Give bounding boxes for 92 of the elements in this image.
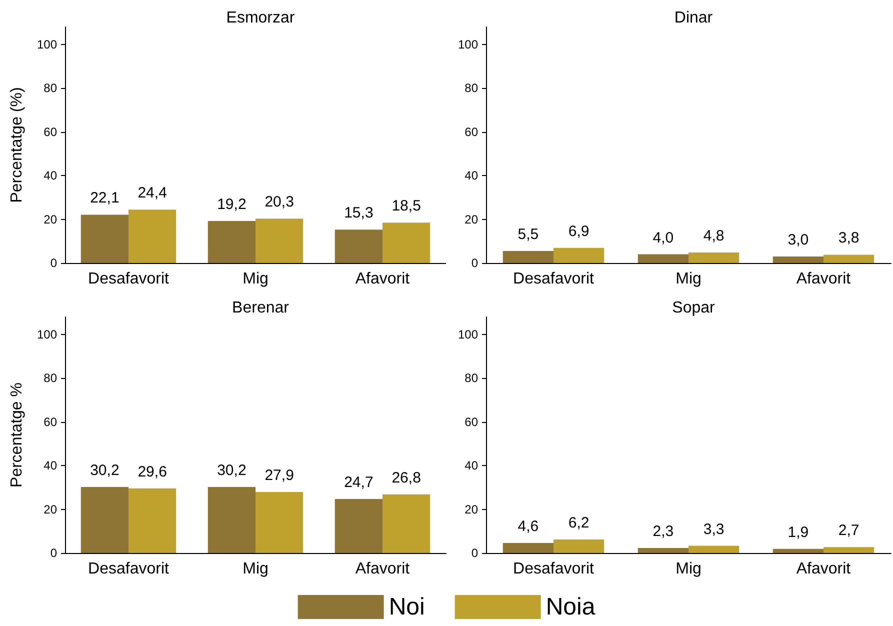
y-tick-label: 0: [471, 256, 478, 270]
x-tick-label: Desafavorit: [513, 270, 595, 288]
bar: [80, 487, 128, 553]
y-tick-label: 40: [44, 458, 58, 473]
x-tick-label: Afavorit: [355, 270, 410, 288]
x-tick-label: Mig: [242, 560, 268, 578]
y-axis-title: Percentatge (%): [8, 87, 26, 203]
x-tick-label: Afavorit: [796, 270, 852, 288]
bar: [638, 254, 688, 263]
chart-title: Sopar: [672, 300, 716, 316]
data-label: 2,7: [838, 522, 860, 540]
bar: [128, 210, 176, 263]
data-label: 26,8: [392, 469, 421, 486]
chart-title: Dinar: [674, 10, 714, 26]
data-label: 3,8: [838, 230, 860, 247]
data-label: 19,2: [217, 196, 246, 214]
bar: [208, 221, 256, 263]
y-tick-label: 80: [464, 371, 478, 386]
data-label: 15,3: [344, 204, 374, 222]
y-tick-label: 60: [44, 414, 58, 429]
chart-title: Berenar: [232, 300, 290, 316]
bar: [208, 487, 256, 553]
bar: [382, 222, 430, 263]
chart-title: Esmorzar: [226, 10, 296, 26]
y-tick-label: 0: [471, 546, 478, 560]
bar: [688, 546, 740, 553]
data-label: 30,2: [217, 462, 246, 480]
x-tick-label: Desafavorit: [88, 270, 170, 288]
y-tick-label: 40: [464, 168, 478, 183]
data-label: 1,9: [788, 524, 809, 541]
x-tick-label: Mig: [676, 270, 702, 288]
bar: [824, 254, 874, 263]
data-label: 27,9: [264, 467, 294, 484]
bar: [688, 252, 740, 263]
data-label: 3,3: [703, 520, 724, 538]
bar: [824, 547, 874, 553]
data-label: 29,6: [138, 463, 167, 480]
bar: [638, 548, 688, 553]
bar: [382, 494, 430, 553]
bar: [502, 542, 554, 553]
data-label: 5,5: [518, 226, 539, 243]
bar: [128, 488, 176, 553]
y-tick-label: 100: [36, 327, 58, 342]
y-tick-label: 60: [464, 124, 478, 139]
x-tick-label: Mig: [242, 270, 268, 288]
y-tick-label: 60: [464, 414, 478, 429]
y-tick-label: 0: [50, 546, 58, 560]
bar: [334, 230, 382, 263]
data-label: 18,5: [392, 198, 421, 215]
y-tick-label: 40: [464, 458, 478, 473]
bar: [772, 256, 824, 263]
y-tick-label: 80: [464, 81, 478, 96]
y-tick-label: 40: [44, 168, 58, 183]
y-tick-label: 20: [464, 212, 478, 226]
y-tick-label: 100: [458, 327, 478, 342]
data-label: 4,6: [518, 518, 539, 535]
y-tick-label: 20: [44, 212, 58, 226]
data-label: 4,0: [652, 229, 674, 246]
bar: [256, 492, 304, 553]
bar: [554, 539, 604, 553]
y-axis-title: Percentatge %: [8, 382, 26, 488]
bar: [772, 548, 824, 553]
y-tick-label: 60: [44, 124, 58, 139]
data-label: 22,1: [90, 190, 120, 207]
bar: [502, 250, 554, 263]
y-tick-label: 20: [464, 502, 478, 516]
data-label: 30,2: [90, 462, 120, 480]
legend-label: Noi: [388, 594, 425, 620]
x-tick-label: Afavorit: [796, 560, 852, 578]
legend-label: Noia: [546, 594, 596, 620]
data-label: 3,0: [788, 231, 809, 248]
data-label: 6,2: [568, 514, 590, 532]
data-label: 24,7: [344, 474, 374, 492]
y-tick-label: 100: [458, 37, 478, 52]
y-tick-label: 100: [36, 37, 58, 52]
y-tick-label: 20: [44, 502, 58, 516]
data-label: 2,3: [652, 522, 674, 540]
x-tick-label: Desafavorit: [513, 560, 595, 578]
x-tick-label: Afavorit: [355, 560, 410, 578]
bar: [334, 499, 382, 553]
y-tick-label: 80: [44, 371, 58, 386]
data-label: 4,8: [703, 228, 724, 245]
y-tick-label: 0: [50, 256, 58, 270]
data-label: 6,9: [568, 222, 590, 240]
data-label: 24,4: [138, 184, 167, 202]
data-label: 20,3: [264, 194, 294, 211]
y-tick-label: 80: [44, 81, 58, 96]
bar: [80, 214, 128, 263]
x-tick-label: Mig: [676, 560, 702, 578]
bar: [256, 218, 304, 263]
bar: [554, 248, 604, 263]
x-tick-label: Desafavorit: [88, 560, 170, 578]
